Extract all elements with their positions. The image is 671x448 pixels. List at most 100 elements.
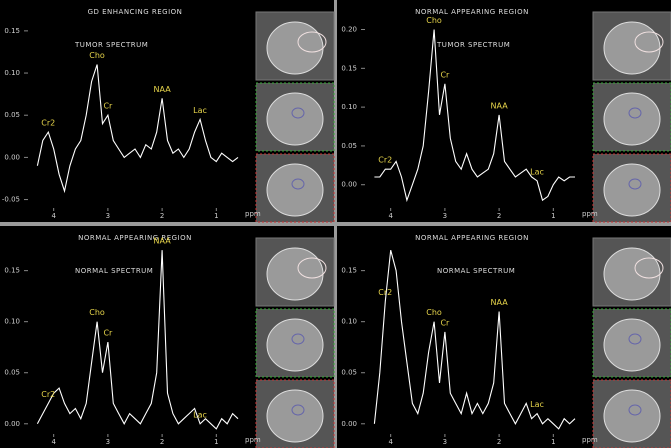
peak-label: Cr2: [41, 119, 55, 128]
mri-anatomy: [266, 389, 324, 443]
peak-label: NAA: [491, 101, 509, 110]
peak-label: NAA: [154, 237, 172, 246]
mri-region: [297, 257, 327, 279]
x-tick-label: 4: [388, 438, 393, 446]
mri-region: [291, 107, 305, 119]
y-tick-label: 0.15: [341, 64, 357, 72]
peak-label: Cr: [103, 329, 113, 338]
y-tick-label: 0.05: [341, 369, 357, 377]
annotation: NORMAL SPECTRUM: [437, 267, 515, 275]
y-tick-label: 0.10: [341, 103, 357, 111]
peak-label: NAA: [491, 298, 509, 307]
mri-region: [297, 31, 327, 53]
y-tick-label: -0.05: [2, 196, 20, 204]
mri-region: [628, 178, 642, 190]
x-tick-label: 2: [160, 212, 164, 220]
peak-label: Cr: [103, 102, 113, 111]
peak-label: Lac: [530, 167, 544, 176]
mri-region: [628, 404, 642, 416]
panel: NORMAL APPEARING REGION TUMOR SPECTRUM 0.2…: [337, 0, 671, 223]
chart-title: NORMAL APPEARING REGION: [415, 234, 529, 242]
peak-label: Lac: [530, 400, 544, 409]
peak-label: Cr2: [378, 156, 392, 165]
mri-anatomy: [266, 318, 324, 372]
mri-anatomy: [266, 21, 324, 75]
y-tick-label: 0.00: [4, 153, 20, 161]
peak-label: Cho: [89, 51, 105, 60]
x-tick-label: 1: [214, 212, 218, 220]
peak-label: Cho: [89, 308, 105, 317]
peak-label: Cr2: [41, 390, 55, 399]
peak-label: Cr2: [378, 288, 392, 297]
y-tick-label: 0.15: [341, 267, 357, 275]
x-tick-label: 4: [51, 438, 56, 446]
x-tick-label: 4: [388, 212, 393, 220]
mri-region: [291, 178, 305, 190]
x-tick-label: 1: [214, 438, 218, 446]
chart-title: NORMAL APPEARING REGION: [415, 8, 529, 16]
peak-label: Cr: [440, 318, 450, 327]
x-axis-label: ppm: [582, 210, 598, 218]
y-tick-label: 0.00: [4, 420, 20, 428]
x-tick-label: 3: [106, 212, 110, 220]
annotation: NORMAL SPECTRUM: [75, 267, 153, 275]
peak-label: NAA: [154, 85, 172, 94]
chart-title: GD ENHANCING REGION: [88, 8, 183, 16]
mri-anatomy: [603, 163, 661, 217]
peak-label: Cho: [426, 16, 442, 25]
panel: GD ENHANCING REGION TUMOR SPECTRUM 0.15 0.1…: [0, 0, 335, 223]
spectrum-line: [36, 64, 239, 194]
annotation: TUMOR SPECTRUM: [74, 41, 148, 49]
mri-anatomy: [266, 247, 324, 301]
x-tick-label: 3: [106, 438, 110, 446]
x-axis-label: ppm: [582, 436, 598, 444]
mri-region: [634, 31, 664, 53]
y-tick-label: 0.00: [341, 420, 357, 428]
x-axis-label: ppm: [245, 436, 261, 444]
y-tick-label: 0.15: [4, 27, 20, 35]
mri-anatomy: [266, 92, 324, 146]
x-tick-label: 3: [443, 212, 447, 220]
spectrum-line: [36, 250, 239, 430]
panel: NORMAL APPEARING REGION NORMAL SPECTRUM 0.…: [337, 226, 671, 448]
mri-anatomy: [603, 389, 661, 443]
x-tick-label: 1: [551, 438, 555, 446]
y-tick-label: 0.10: [4, 318, 20, 326]
mri-anatomy: [603, 92, 661, 146]
mri-region: [291, 404, 305, 416]
y-tick-label: 0.00: [341, 181, 357, 189]
x-axis-label: ppm: [245, 210, 261, 218]
mri-anatomy: [266, 163, 324, 217]
spectrum-line: [373, 250, 576, 430]
x-tick-label: 1: [551, 212, 555, 220]
mri-anatomy: [603, 247, 661, 301]
mri-anatomy: [603, 21, 661, 75]
mri-region: [634, 257, 664, 279]
panel: NORMAL APPEARING REGION NORMAL SPECTRUM 0.…: [0, 226, 335, 448]
x-tick-label: 3: [443, 438, 447, 446]
y-tick-label: 0.10: [4, 69, 20, 77]
x-tick-label: 2: [497, 438, 501, 446]
peak-label: Lac: [193, 410, 207, 419]
peak-label: Cho: [426, 308, 442, 317]
annotation: TUMOR SPECTRUM: [436, 41, 510, 49]
y-tick-label: 0.05: [341, 142, 357, 150]
y-tick-label: 0.10: [341, 318, 357, 326]
chart-title: NORMAL APPEARING REGION: [78, 234, 192, 242]
y-tick-label: 0.05: [4, 111, 20, 119]
mri-region: [628, 333, 642, 345]
x-tick-label: 2: [497, 212, 501, 220]
x-tick-label: 4: [51, 212, 56, 220]
mri-region: [628, 107, 642, 119]
mri-anatomy: [603, 318, 661, 372]
y-tick-label: 0.20: [341, 26, 357, 34]
peak-label: Cr: [440, 70, 450, 79]
mri-region: [291, 333, 305, 345]
y-tick-label: 0.05: [4, 369, 20, 377]
peak-label: Lac: [193, 106, 207, 115]
spectrum-line: [374, 29, 575, 203]
y-tick-label: 0.15: [4, 267, 20, 275]
x-tick-label: 2: [160, 438, 164, 446]
